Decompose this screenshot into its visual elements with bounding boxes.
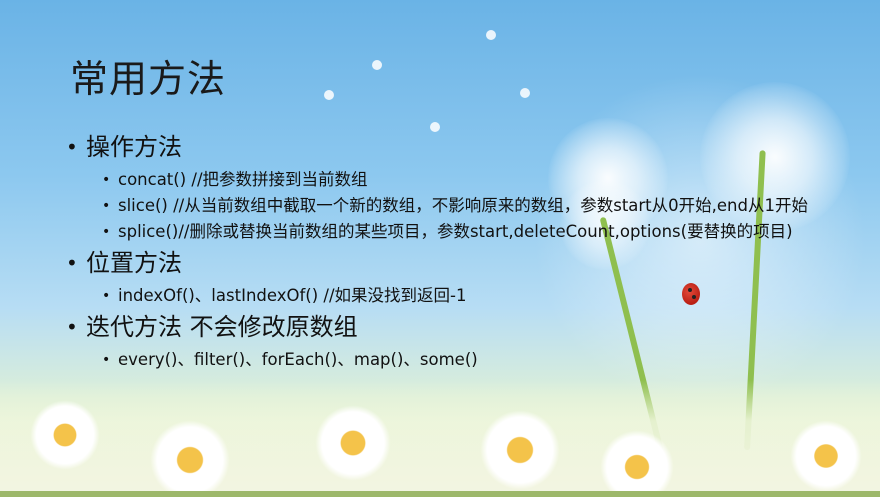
- bullet-icon: •: [66, 315, 78, 339]
- floating-seed: [324, 90, 334, 100]
- daisy-flower: [600, 430, 674, 497]
- bullet-icon: •: [102, 288, 111, 304]
- section-items: • indexOf()、lastIndexOf() //如果没找到返回-1: [66, 286, 826, 306]
- list-item-text: indexOf()、lastIndexOf() //如果没找到返回-1: [118, 286, 467, 305]
- section-iteration: • 迭代方法 不会修改原数组 • every()、filter()、forEac…: [66, 312, 826, 370]
- floating-seed: [520, 88, 530, 98]
- section-heading-text: 位置方法: [86, 249, 182, 277]
- list-item: • splice()//删除或替换当前数组的某些项目，参数start,delet…: [66, 222, 826, 242]
- list-item: • slice() //从当前数组中截取一个新的数组，不影响原来的数组，参数st…: [66, 196, 826, 216]
- meadow-background: [0, 380, 880, 497]
- section-heading: • 位置方法: [66, 248, 826, 278]
- section-position: • 位置方法 • indexOf()、lastIndexOf() //如果没找到…: [66, 248, 826, 306]
- list-item: • indexOf()、lastIndexOf() //如果没找到返回-1: [66, 286, 826, 306]
- bottom-grass-strip: [0, 491, 880, 497]
- floating-seed: [372, 60, 382, 70]
- section-heading-text: 操作方法: [86, 133, 182, 161]
- list-item: • concat() //把参数拼接到当前数组: [66, 170, 826, 190]
- list-item-text: splice()//删除或替换当前数组的某些项目，参数start,deleteC…: [118, 222, 793, 241]
- daisy-flower: [150, 420, 230, 497]
- section-heading: • 迭代方法 不会修改原数组: [66, 312, 826, 342]
- slide-title: 常用方法: [70, 57, 227, 101]
- bullet-icon: •: [66, 135, 78, 159]
- daisy-flower: [480, 410, 560, 490]
- section-operation: • 操作方法 • concat() //把参数拼接到当前数组 • slice()…: [66, 132, 826, 242]
- list-item-text: slice() //从当前数组中截取一个新的数组，不影响原来的数组，参数star…: [118, 196, 808, 215]
- slide-content: • 操作方法 • concat() //把参数拼接到当前数组 • slice()…: [66, 132, 826, 376]
- daisy-flower: [315, 405, 391, 481]
- floating-seed: [430, 122, 440, 132]
- list-item-text: every()、filter()、forEach()、map()、some(): [118, 350, 478, 369]
- dandelion-puff-large: [700, 82, 850, 232]
- list-item: • every()、filter()、forEach()、map()、some(…: [66, 350, 826, 370]
- daisy-flower: [30, 400, 100, 470]
- bullet-icon: •: [102, 198, 111, 214]
- section-items: • concat() //把参数拼接到当前数组 • slice() //从当前数…: [66, 170, 826, 242]
- ladybug-image: [682, 283, 700, 305]
- section-heading-text: 迭代方法 不会修改原数组: [86, 313, 358, 341]
- list-item-text: concat() //把参数拼接到当前数组: [118, 170, 368, 189]
- floating-seed: [486, 30, 496, 40]
- bullet-icon: •: [102, 352, 111, 368]
- section-heading: • 操作方法: [66, 132, 826, 162]
- bullet-icon: •: [102, 224, 111, 240]
- bullet-icon: •: [102, 172, 111, 188]
- section-items: • every()、filter()、forEach()、map()、some(…: [66, 350, 826, 370]
- bullet-icon: •: [66, 251, 78, 275]
- daisy-flower: [790, 420, 862, 492]
